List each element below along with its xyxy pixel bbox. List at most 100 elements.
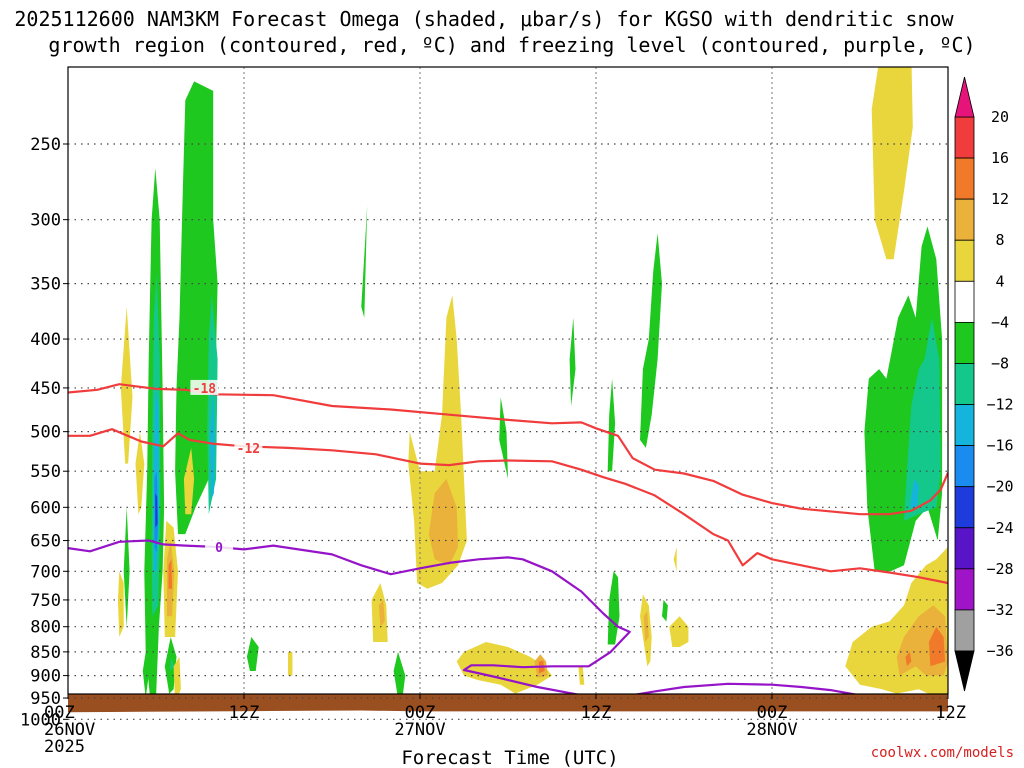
colorbar-bin — [954, 404, 975, 447]
contour-line — [68, 539, 859, 694]
y-tick-label: 250 — [30, 135, 61, 155]
omega-region — [183, 447, 195, 515]
omega-region — [135, 431, 145, 515]
omega-region — [142, 651, 149, 694]
colorbar-tick-label: −12 — [986, 396, 1013, 414]
omega-shading — [117, 67, 948, 694]
colorbar-top-arrow — [954, 76, 975, 118]
x-tick-label: 28NOV — [746, 720, 797, 740]
omega-region — [361, 205, 368, 318]
plot-area: -18 -12 0 — [67, 66, 949, 720]
contour-label-bg — [234, 439, 263, 455]
omega-region — [904, 317, 941, 521]
x-tick-label: 12Z — [229, 703, 260, 723]
credit-text: coolwx.com/models — [871, 745, 1014, 761]
colorbar-bin — [954, 527, 975, 570]
y-tick-label: 300 — [30, 211, 61, 231]
contour-line — [68, 428, 948, 585]
omega-region — [909, 478, 919, 508]
omega-region — [428, 478, 459, 566]
omega-region — [871, 67, 913, 260]
omega-region — [393, 651, 406, 694]
omega-region — [117, 571, 124, 637]
y-tick-label: 500 — [30, 423, 61, 443]
contour-label: -18 — [193, 382, 217, 397]
omega-region — [669, 616, 689, 647]
x-axis-label: Forecast Time (UTC) — [401, 747, 618, 768]
contour-label: -12 — [237, 442, 260, 457]
y-tick-label: 800 — [30, 618, 61, 638]
y-tick-label: 450 — [30, 379, 61, 399]
terrain-fill — [68, 694, 948, 713]
colorbar-tick-label: −24 — [986, 519, 1013, 537]
omega-region — [378, 599, 385, 627]
omega-region — [123, 507, 130, 627]
omega-region — [607, 378, 616, 472]
colorbar-bin — [954, 363, 975, 405]
x-tick-label: 26NOV — [44, 720, 95, 740]
y-tick-label: 900 — [30, 667, 61, 687]
y-tick-label: 550 — [30, 462, 61, 482]
x-tick-label: 2025 — [44, 737, 85, 757]
omega-region — [662, 599, 668, 622]
omega-region — [499, 397, 508, 479]
contour-label-bg — [205, 538, 234, 554]
y-tick-label: 350 — [30, 275, 61, 295]
omega-region — [928, 626, 946, 667]
x-tick-label: 27NOV — [394, 720, 445, 740]
y-tick-label: 700 — [30, 562, 61, 582]
omega-region — [905, 651, 912, 667]
y-tick-label: 750 — [30, 591, 61, 611]
x-tick-label: 00Z — [44, 703, 75, 723]
colorbar-tick-label: −20 — [986, 478, 1013, 496]
y-tick-label: 400 — [30, 330, 61, 350]
colorbar-bin — [954, 609, 975, 652]
y-tick-label: 600 — [30, 498, 61, 518]
colorbar-tick-label: 12 — [991, 190, 1009, 208]
y-tick-label: 950 — [30, 689, 61, 709]
omega-region — [169, 656, 174, 671]
contour-label-bg — [190, 379, 219, 395]
y-tick-label: 1000 — [20, 710, 61, 730]
omega-region — [155, 493, 158, 528]
colorbar-bin — [954, 280, 975, 323]
colorbar-tick-label: 4 — [995, 272, 1004, 290]
colorbar-tick-label: 20 — [991, 108, 1009, 126]
colorbar-bin — [954, 239, 975, 282]
x-tick-label: 12Z — [935, 703, 966, 723]
x-tick-label: 12Z — [581, 703, 612, 723]
omega-region — [578, 666, 585, 685]
colorbar-tick-label: −32 — [986, 601, 1013, 619]
colorbar-bin — [954, 116, 975, 159]
y-tick-label: 650 — [30, 532, 61, 552]
omega-region — [456, 642, 552, 694]
colorbar-bin — [954, 486, 975, 529]
omega-region — [643, 610, 649, 642]
colorbar-tick-label: −36 — [986, 642, 1013, 660]
omega-region — [640, 233, 662, 448]
y-axis: 250 300 350 400 450 500 550 600 650 700 750 800 850 9… — [20, 135, 68, 730]
colorbar-tick-label: 8 — [995, 231, 1004, 249]
colorbar-bottom-arrow — [954, 650, 975, 692]
contour-lines: -18 -12 0 — [68, 379, 948, 694]
colorbar-tick-label: −28 — [986, 560, 1013, 578]
omega-region — [168, 559, 173, 589]
colorbar-bin — [954, 321, 975, 364]
colorbar-tick-label: 16 — [991, 149, 1009, 167]
colorbar-bin — [954, 198, 975, 241]
omega-region — [175, 81, 218, 535]
contour-label: 0 — [215, 541, 223, 556]
colorbar-bin — [954, 445, 975, 488]
omega-region — [288, 651, 293, 676]
omega-region — [246, 637, 259, 671]
omega-region — [673, 546, 677, 572]
omega-region — [569, 317, 576, 406]
omega-region — [173, 656, 181, 694]
colorbar-tick-label: −4 — [991, 313, 1009, 331]
colorbar-bin — [954, 568, 975, 611]
colorbar-tick-label: −8 — [991, 354, 1009, 372]
colorbar-tick-label: −16 — [986, 437, 1013, 455]
chart-title-line-2: growth region (contoured, red, ºC) and f… — [48, 33, 975, 57]
